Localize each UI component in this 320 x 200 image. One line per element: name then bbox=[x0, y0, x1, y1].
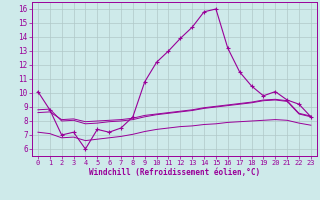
X-axis label: Windchill (Refroidissement éolien,°C): Windchill (Refroidissement éolien,°C) bbox=[89, 168, 260, 177]
